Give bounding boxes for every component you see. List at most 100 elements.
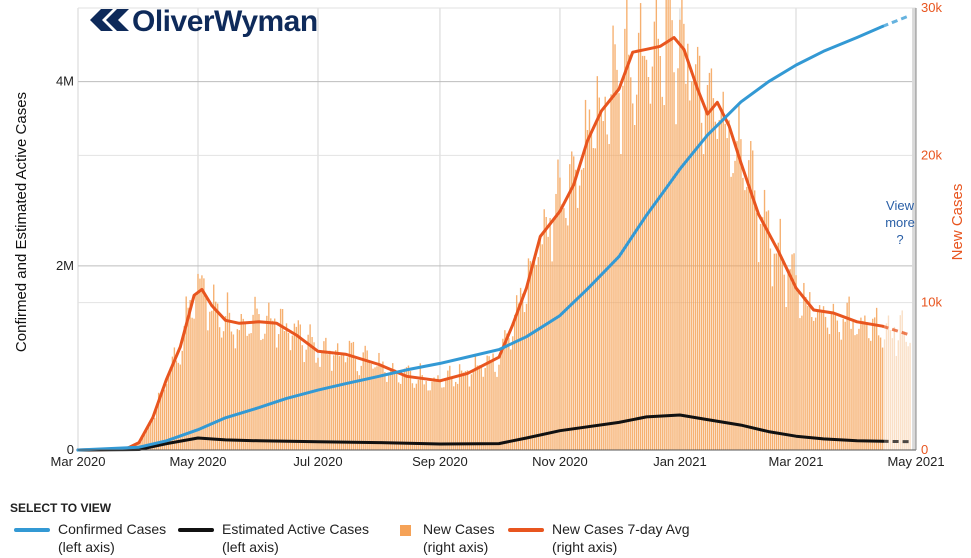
new-cases-bar xyxy=(439,381,441,450)
new-cases-bar xyxy=(634,125,636,451)
view-more-line2[interactable]: more xyxy=(885,215,915,230)
new-cases-bar xyxy=(771,286,774,450)
new-cases-bar xyxy=(238,330,240,450)
view-more-link[interactable]: View more ? xyxy=(885,198,915,247)
new-cases-bar xyxy=(169,367,172,450)
new-cases-bar xyxy=(480,366,482,450)
new-cases-bar xyxy=(346,357,349,450)
y-axis-label-right: New Cases xyxy=(949,184,966,261)
new-cases-bar xyxy=(590,134,593,451)
new-cases-bar xyxy=(870,340,872,450)
legend-item-confirmed-cases[interactable]: Confirmed Cases (left axis) xyxy=(14,520,166,556)
new-cases-bar xyxy=(356,371,359,450)
new-cases-bar xyxy=(329,350,331,450)
new-cases-bar xyxy=(582,167,585,450)
new-cases-bar xyxy=(691,81,693,450)
new-cases-bar xyxy=(724,123,726,450)
new-cases-bar xyxy=(677,68,679,450)
new-cases-bar xyxy=(323,341,325,450)
new-cases-bar xyxy=(657,38,659,450)
new-cases-bar xyxy=(275,347,278,450)
new-cases-bar xyxy=(596,76,599,451)
new-cases-bar xyxy=(447,370,449,450)
new-cases-bar xyxy=(155,404,158,450)
new-cases-bar xyxy=(234,348,237,450)
new-cases-bar xyxy=(340,355,343,450)
new-cases-bar xyxy=(490,361,492,450)
new-cases-bar xyxy=(862,320,864,450)
new-cases-bar xyxy=(816,310,819,450)
new-cases-bar xyxy=(293,323,296,450)
new-cases-bar xyxy=(712,98,715,450)
new-cases-bar xyxy=(191,317,193,450)
view-more-line1[interactable]: View xyxy=(886,198,915,213)
new-cases-bar xyxy=(429,390,431,450)
new-cases-bar xyxy=(413,387,416,450)
new-cases-bar xyxy=(338,356,341,450)
new-cases-bar xyxy=(470,374,473,450)
legend: SELECT TO VIEW Confirmed Cases (left axi… xyxy=(8,498,963,558)
new-cases-bar xyxy=(474,353,477,450)
new-cases-bar xyxy=(266,315,268,450)
new-cases-bar xyxy=(529,261,532,450)
new-cases-bar xyxy=(146,427,148,450)
legend-item-active-cases[interactable]: Estimated Active Cases (left axis) xyxy=(178,520,369,556)
new-cases-bar xyxy=(303,362,305,450)
legend-swatch-confirmed xyxy=(14,528,50,532)
new-cases-bar xyxy=(824,316,827,450)
new-cases-bar xyxy=(637,32,640,450)
new-cases-bar xyxy=(740,139,742,450)
new-cases-bar xyxy=(154,417,156,450)
new-cases-bar xyxy=(185,296,187,450)
new-cases-bar xyxy=(289,350,292,450)
new-cases-bar xyxy=(708,72,711,450)
new-cases-bar xyxy=(364,345,366,450)
new-cases-bar xyxy=(783,274,785,450)
legend-item-new-cases[interactable]: New Cases (right axis) xyxy=(396,520,495,556)
new-cases-bar xyxy=(458,364,461,450)
legend-sub-7day-avg: (right axis) xyxy=(552,539,618,555)
legend-item-7day-avg[interactable]: New Cases 7-day Avg (right axis) xyxy=(508,520,689,556)
new-cases-bar xyxy=(606,134,608,450)
new-cases-bar xyxy=(848,296,850,450)
new-cases-bar xyxy=(811,317,813,450)
new-cases-bar xyxy=(437,375,439,450)
new-cases-bar xyxy=(167,375,170,450)
new-cases-bar xyxy=(555,193,557,450)
new-cases-bar xyxy=(433,377,435,450)
new-cases-bar xyxy=(698,55,701,450)
new-cases-bar xyxy=(281,309,284,450)
new-cases-bar xyxy=(761,217,764,450)
new-cases-bar xyxy=(514,314,516,450)
new-cases-bar xyxy=(472,369,475,450)
view-more-line3[interactable]: ? xyxy=(896,232,903,247)
new-cases-bar xyxy=(858,328,860,450)
new-cases-bar xyxy=(775,253,778,450)
new-cases-bar xyxy=(574,169,577,450)
x-tick-label-3: Sep 2020 xyxy=(412,454,468,469)
new-cases-bar xyxy=(181,350,183,450)
new-cases-bar xyxy=(254,296,256,450)
new-cases-bar xyxy=(220,337,223,450)
new-cases-bar xyxy=(854,335,856,450)
new-cases-bar xyxy=(653,21,656,450)
view-more-panel[interactable] xyxy=(912,8,916,450)
new-cases-bar xyxy=(685,83,687,451)
new-cases-bar xyxy=(645,59,648,451)
new-cases-bar xyxy=(218,327,221,450)
new-cases-bar xyxy=(246,335,248,450)
new-cases-bar xyxy=(482,376,484,450)
new-cases-bar xyxy=(820,312,823,450)
new-cases-bar xyxy=(504,330,506,450)
x-tick-label-1: May 2020 xyxy=(169,454,226,469)
new-cases-bar xyxy=(769,248,772,450)
new-cases-bar xyxy=(455,381,457,450)
new-cases-bar xyxy=(744,190,746,450)
new-cases-bar xyxy=(464,371,467,450)
new-cases-bar xyxy=(250,333,252,450)
new-cases-bar xyxy=(486,355,488,450)
legend-sub-active: (left axis) xyxy=(222,539,279,555)
new-cases-bar xyxy=(742,177,744,450)
new-cases-bar xyxy=(183,326,185,450)
new-cases-bar xyxy=(240,313,242,450)
